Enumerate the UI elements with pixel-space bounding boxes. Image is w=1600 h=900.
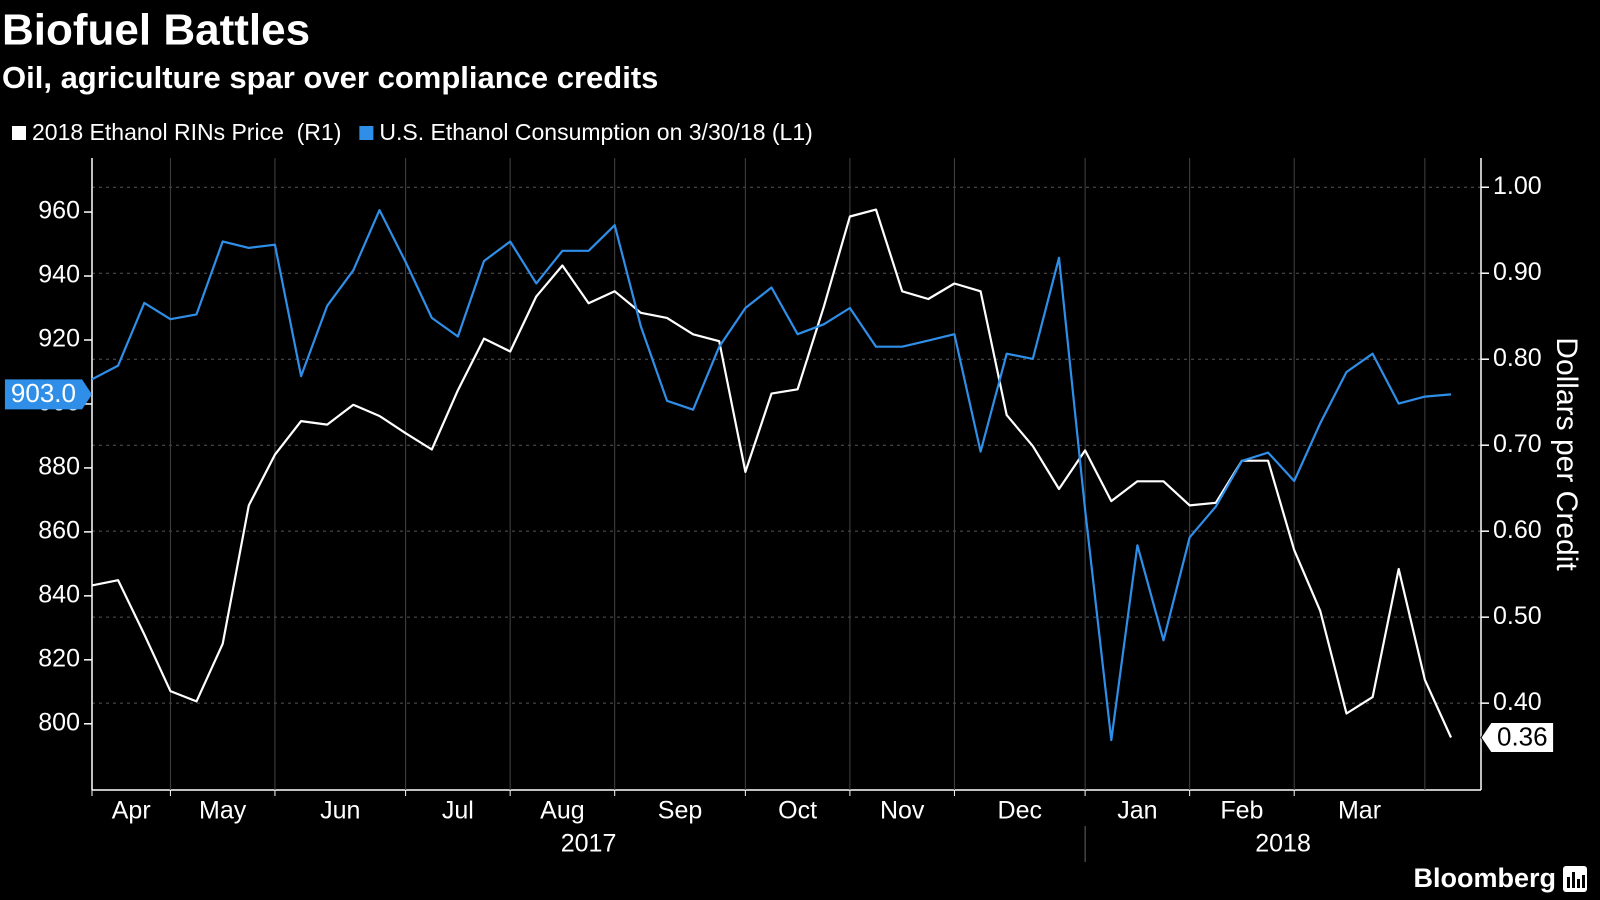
last-value-label: 0.36 <box>1480 721 1555 754</box>
x-tick-label: Jan <box>1117 797 1157 825</box>
y-tick-label: 880 <box>38 453 80 481</box>
x-tick-label: Apr <box>112 797 151 825</box>
x-tick-label: Oct <box>778 797 817 825</box>
y2-tick-label: 0.60 <box>1493 516 1542 544</box>
value-label: 903.0 <box>11 378 76 408</box>
value-label-box <box>1480 722 1555 754</box>
legend-swatch <box>12 126 26 140</box>
series-line <box>91 208 1453 738</box>
legend-label: 2018 Ethanol RINs Price (R1) <box>32 119 341 145</box>
value-label-box <box>4 379 92 410</box>
logo-bar <box>1582 875 1585 888</box>
legend-swatch <box>359 126 374 140</box>
y-tick-label: 860 <box>38 517 80 545</box>
y2-axis-title: Dollars per Credit <box>1550 337 1583 571</box>
logo-bar <box>1572 872 1575 888</box>
y-tick-label: 800 <box>38 708 80 736</box>
chart-title: Biofuel Battles <box>2 6 310 55</box>
y2-tick-label: 0.50 <box>1493 602 1542 630</box>
x-tick-label: Mar <box>1338 797 1381 825</box>
x-tick-label: Dec <box>998 797 1042 825</box>
y-tick-label: 960 <box>38 197 80 225</box>
y-tick-label: 940 <box>38 261 80 289</box>
logo-bar <box>1567 877 1570 888</box>
source: Bloomberg <box>1413 863 1556 893</box>
chart-subtitle: Oil, agriculture spar over compliance cr… <box>2 60 658 95</box>
x-tick-label: Feb <box>1220 797 1263 825</box>
y-tick-label: 920 <box>38 325 80 353</box>
x-group-label: 2017 <box>561 830 617 858</box>
y2-tick-label: 0.90 <box>1493 258 1542 286</box>
x-tick-label: Nov <box>880 797 925 825</box>
x-tick-label: Jun <box>320 797 360 825</box>
x-tick-label: Sep <box>658 797 702 825</box>
legend-label: U.S. Ethanol Consumption on 3/30/18 (L1) <box>379 119 812 145</box>
x-tick-label: Aug <box>540 797 584 825</box>
value-label: 0.36 <box>1497 721 1548 751</box>
y-tick-label: 840 <box>38 580 80 608</box>
y2-tick-label: 1.00 <box>1493 172 1542 200</box>
logo-icon <box>1563 866 1587 892</box>
y2-tick-label: 0.40 <box>1493 688 1542 716</box>
x-tick-label: Jul <box>442 797 474 825</box>
y2-tick-label: 0.70 <box>1493 430 1542 458</box>
last-value-label: 903.0 <box>4 378 92 410</box>
series-line <box>91 209 1452 742</box>
y2-tick-label: 0.80 <box>1493 344 1542 372</box>
x-group-label: 2018 <box>1255 830 1311 858</box>
logo-bar <box>1577 879 1580 888</box>
y-tick-label: 820 <box>38 644 80 672</box>
x-tick-label: May <box>199 797 247 825</box>
